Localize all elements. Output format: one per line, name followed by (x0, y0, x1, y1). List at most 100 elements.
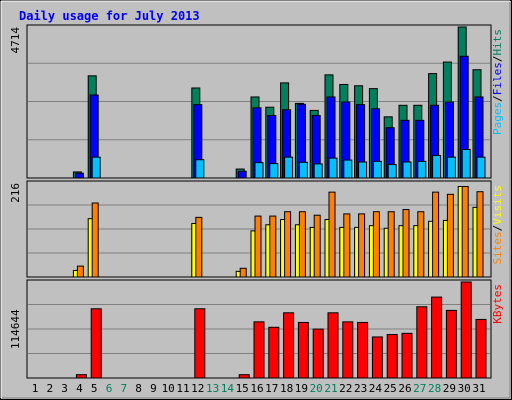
bar-sites-day-30 (461, 185, 469, 278)
bar-sites-day-22 (343, 213, 351, 278)
bar-sites-day-25 (387, 211, 395, 278)
bar-pages-day-21 (328, 157, 338, 179)
bar-kbytes-day-24 (371, 336, 383, 379)
bar-kbytes-day-17 (268, 326, 280, 379)
bar-sites-day-5 (91, 202, 99, 278)
bar-sites-day-29 (446, 193, 454, 278)
legend-separator: / (491, 56, 504, 63)
bar-kbytes-day-16 (253, 321, 265, 379)
x-tick-label: 6 (106, 382, 113, 395)
bar-kbytes-day-20 (312, 328, 324, 379)
bar-pages-day-22 (343, 159, 353, 179)
x-tick-label: 10 (162, 382, 175, 395)
legend-entry: Hits (491, 29, 504, 56)
x-tick-label: 4 (76, 382, 83, 395)
bar-kbytes-day-22 (342, 321, 354, 379)
bar-pages-day-19 (298, 161, 308, 179)
x-tick-label: 18 (280, 382, 293, 395)
bar-pages-day-27 (417, 160, 427, 179)
bar-sites-day-21 (328, 191, 336, 278)
legend-entry: KBytes (491, 284, 504, 324)
bar-files-day-4 (74, 172, 84, 179)
bar-sites-day-12 (195, 216, 203, 278)
x-tick-label: 30 (458, 382, 471, 395)
bar-kbytes-day-31 (475, 318, 487, 379)
x-tick-label: 15 (236, 382, 249, 395)
bar-sites-day-24 (372, 211, 380, 278)
bar-pages-day-16 (254, 162, 264, 179)
bar-sites-day-27 (417, 211, 425, 278)
x-tick-label: 1 (32, 382, 39, 395)
legend-entry: Visits (491, 185, 504, 225)
x-tick-label: 26 (398, 382, 411, 395)
bar-pages-day-23 (358, 161, 368, 179)
bar-kbytes-day-19 (297, 321, 309, 379)
bar-pages-day-5 (91, 156, 101, 179)
y-max-label: 216 (9, 183, 22, 203)
x-tick-label: 31 (472, 382, 485, 395)
x-tick-label: 22 (339, 382, 352, 395)
panel-legend: Pages/Files/Hits (491, 29, 504, 135)
bar-pages-day-30 (461, 148, 471, 179)
bar-sites-day-28 (432, 191, 440, 278)
x-tick-label: 23 (354, 382, 367, 395)
x-tick-label: 7 (120, 382, 127, 395)
y-max-label: 114644 (9, 309, 22, 349)
bar-kbytes-day-18 (283, 312, 295, 379)
x-tick-label: 2 (46, 382, 53, 395)
bar-sites-day-19 (298, 211, 306, 278)
x-tick-label: 24 (369, 382, 383, 395)
bar-pages-day-18 (284, 156, 294, 179)
x-tick-label: 11 (176, 382, 189, 395)
bar-pages-day-25 (387, 164, 397, 179)
x-axis-day-labels: 1 2 3 4 5 6 7 8 9 10 11 12 13 14 15 16 17 18 19 20 21 22 23 24 2… (32, 382, 486, 395)
y-max-label: 4714 (9, 27, 22, 54)
visits-sites-panel: 216 Sites/Visits (9, 180, 504, 278)
x-tick-label: 3 (61, 382, 68, 395)
bar-sites-day-20 (313, 214, 321, 278)
bar-pages-day-20 (313, 163, 323, 179)
bar-pages-day-24 (372, 160, 382, 179)
bar-kbytes-day-5 (90, 308, 102, 379)
bar-pages-day-12 (195, 159, 205, 179)
bar-sites-day-16 (254, 215, 262, 278)
bar-pages-day-28 (432, 155, 442, 179)
x-tick-label: 19 (295, 382, 308, 395)
bar-sites-day-17 (269, 215, 277, 278)
legend-separator: / (491, 95, 504, 102)
x-tick-label: 5 (91, 382, 98, 395)
bar-sites-day-31 (476, 191, 484, 278)
bar-kbytes-day-26 (401, 332, 413, 379)
bar-kbytes-day-12 (194, 308, 206, 379)
legend-entry: Files (491, 62, 504, 95)
legend-entry: Pages (491, 102, 504, 135)
kbytes-panel: 114644 KBytes (9, 279, 504, 379)
panel-legend: Sites/Visits (491, 185, 504, 265)
legend-entry: Sites (491, 231, 504, 264)
bar-kbytes-day-27 (416, 306, 428, 379)
x-tick-label: 27 (413, 382, 426, 395)
bar-kbytes-day-15 (238, 374, 250, 379)
x-tick-label: 17 (265, 382, 278, 395)
bar-sites-day-15 (239, 267, 247, 278)
bar-kbytes-day-23 (357, 321, 369, 379)
bar-sites-day-4 (76, 265, 84, 278)
bar-pages-day-31 (476, 156, 486, 179)
x-tick-label: 14 (221, 382, 235, 395)
bar-sites-day-23 (358, 213, 366, 278)
x-tick-label: 13 (206, 382, 219, 395)
legend-separator: / (491, 225, 504, 232)
bar-pages-day-17 (269, 163, 279, 179)
x-tick-label: 12 (191, 382, 204, 395)
x-tick-label: 29 (443, 382, 456, 395)
x-tick-label: 25 (384, 382, 397, 395)
bar-kbytes-day-4 (75, 374, 87, 379)
bar-kbytes-day-28 (431, 296, 443, 379)
bar-sites-day-26 (402, 209, 410, 278)
bar-pages-day-26 (402, 161, 412, 179)
bar-kbytes-day-29 (445, 309, 457, 379)
bar-pages-day-29 (446, 156, 456, 179)
bar-kbytes-day-25 (386, 334, 398, 379)
